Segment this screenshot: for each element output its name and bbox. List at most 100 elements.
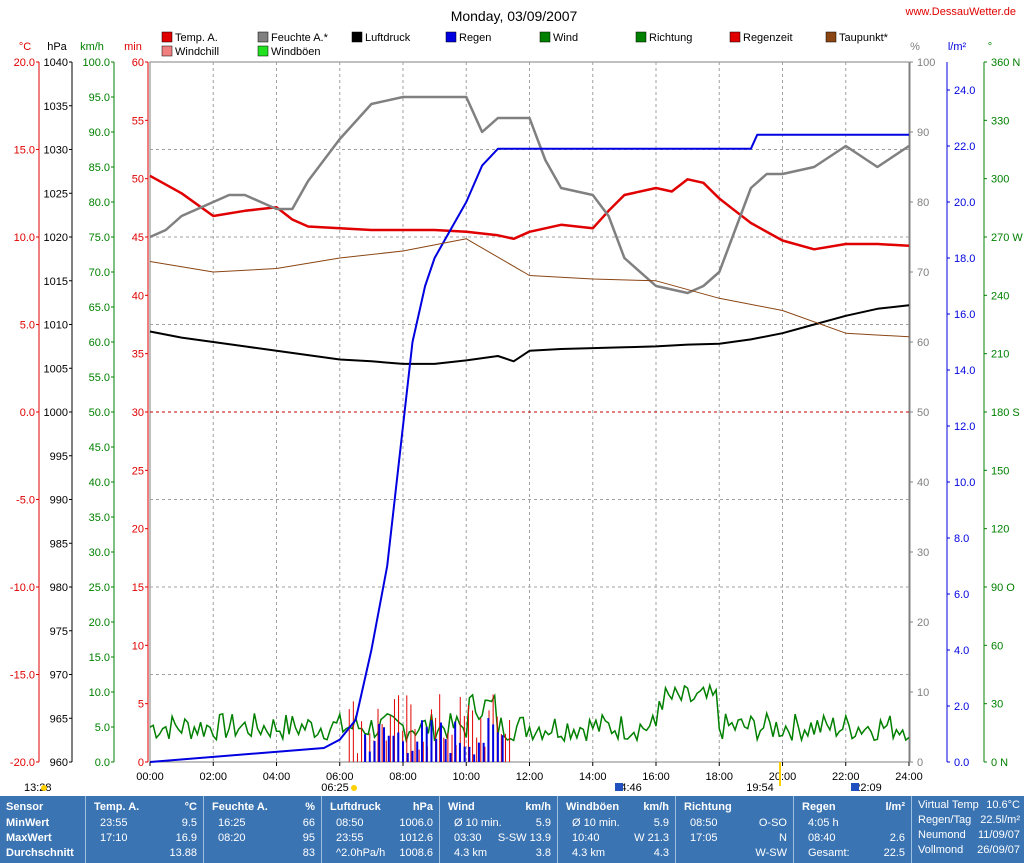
tick-label-wind: 90.0 [89, 127, 110, 139]
x-tick-label: 10:00 [452, 771, 480, 783]
tick-label-dir: 0 N [991, 757, 1008, 769]
rain-bar [368, 751, 371, 762]
rain-bar [473, 754, 476, 762]
stats-cell: W-SW [755, 847, 787, 859]
tick-label-press: 965 [50, 713, 68, 725]
tick-label-wind: 95.0 [89, 92, 110, 104]
tick-label-dir: 360 N [991, 57, 1020, 69]
tick-label-press: 995 [50, 451, 68, 463]
stats-cell: 4:05 h [808, 817, 839, 829]
stats-cell: W 21.3 [634, 832, 669, 844]
stats-col-direction: Richtung 08:50 O-SO 17:05 N W-SW [676, 796, 794, 863]
stats-cell: O-SO [758, 817, 787, 829]
series-line [149, 304, 910, 365]
stats-row-label: Durchschnitt [6, 847, 74, 859]
tick-label-rain: 6.0 [954, 589, 969, 601]
stats-cell: °C [184, 801, 197, 813]
axis-units: °C hPa km/h min% l/m² ° [19, 41, 992, 53]
tick-label-dir: 60 [991, 640, 1003, 652]
tick-label-hum: 40 [917, 477, 929, 489]
tick-label-min: 30 [132, 407, 144, 419]
tick-label-wind: 15.0 [89, 652, 110, 664]
moon-icon [851, 783, 859, 791]
stats-col-pressure: Luftdruck hPa 08:50 1006.0 23:55 1012.6 ^2.0hP… [322, 796, 440, 863]
stats-cell: 22.5 [883, 847, 905, 859]
stats-cell: Ø 10 min. [454, 817, 502, 829]
tick-label-wind: 45.0 [89, 442, 110, 454]
stats-cell: 08:40 [808, 832, 836, 844]
stats-col-temp: Temp. A. °C 23:55 9.5 17:10 16.9 13.88 [86, 796, 204, 863]
stats-cell: 17:05 [690, 832, 718, 844]
tick-label-dir: 240 [991, 290, 1009, 302]
tick-label-press: 1035 [44, 101, 68, 113]
stats-cell: 11/09/07 [977, 829, 1020, 841]
tick-label-temp: -20.0 [10, 757, 35, 769]
stats-cell: 10:40 [572, 832, 600, 844]
stats-col-rain: Regen l/m² 4:05 h 08:40 2.6 Gesamt: 22.5 [794, 796, 912, 863]
stats-table: Sensor MinWert MaxWert Durchschnitt Temp… [0, 796, 1024, 863]
tick-label-rain: 18.0 [954, 253, 975, 265]
stats-cell: Virtual Temp [918, 799, 979, 811]
tick-label-min: 5 [138, 699, 144, 711]
x-tick-label: 22:00 [832, 771, 860, 783]
tick-label-hum: 10 [917, 687, 929, 699]
stats-cell: ^2.0hPa/h [336, 847, 386, 859]
sun-moon-time: 22:09 [854, 782, 882, 794]
tick-label-wind: 70.0 [89, 267, 110, 279]
tick-label-temp: -15.0 [10, 670, 35, 682]
tick-label-dir: 270 W [991, 232, 1023, 244]
tick-label-press: 1020 [44, 232, 68, 244]
rain-bar [397, 732, 400, 762]
stats-cell: 9.5 [181, 817, 197, 829]
site-link[interactable]: www.DessauWetter.de [905, 6, 1016, 18]
stats-cell: 1012.6 [399, 832, 433, 844]
stats-cell: 03:30 [454, 832, 482, 844]
stats-cell: 5.9 [653, 817, 669, 829]
tick-label-press: 960 [50, 757, 68, 769]
stats-cell: 22.5l/m² [980, 814, 1020, 826]
stats-cell: 26/09/07 [977, 844, 1020, 856]
tick-label-min: 60 [132, 57, 144, 69]
tick-label-wind: 80.0 [89, 197, 110, 209]
moon-icon [615, 783, 623, 791]
stats-cell: 1006.0 [399, 817, 433, 829]
tick-label-min: 40 [132, 290, 144, 302]
tick-label-hum: 90 [917, 127, 929, 139]
legend-label: Regenzeit [743, 32, 793, 44]
stats-cell: 23:55 [336, 832, 364, 844]
tick-label-wind: 30.0 [89, 547, 110, 559]
x-tick-label: 00:00 [136, 771, 164, 783]
stats-cell: Windböen [566, 801, 620, 813]
legend-swatch [257, 31, 269, 43]
stats-col-extra: Virtual Temp 10.6°C Regen/Tag 22.5l/m² Neumo… [912, 796, 1024, 863]
x-tick-label: 06:00 [326, 771, 354, 783]
chart-title: Monday, 03/09/2007 [451, 8, 578, 24]
unit-label-press: hPa [47, 41, 67, 53]
tick-label-wind: 60.0 [89, 337, 110, 349]
legend-swatch [825, 31, 837, 43]
stats-cell: Richtung [684, 801, 732, 813]
unit-label-wind: km/h [80, 41, 104, 53]
stats-cell: l/m² [885, 801, 905, 813]
tick-label-dir: 210 [991, 349, 1009, 361]
stats-header: Sensor [6, 801, 44, 813]
activity-bars [149, 682, 910, 762]
sun-moon-time: 19:54 [746, 782, 774, 794]
x-tick-label: 16:00 [642, 771, 670, 783]
rain-bar [468, 746, 471, 762]
stats-cell: Luftdruck [330, 801, 381, 813]
tick-label-hum: 20 [917, 617, 929, 629]
tick-label-min: 10 [132, 640, 144, 652]
rain-bar [430, 720, 433, 762]
stats-cell: 08:20 [218, 832, 246, 844]
sun-icon [351, 785, 357, 791]
rain-bar [383, 727, 386, 762]
rain-bar [392, 735, 395, 762]
series-line [149, 133, 909, 763]
tick-label-press: 1040 [44, 57, 68, 69]
tick-label-press: 985 [50, 538, 68, 550]
rain-bar [364, 734, 367, 762]
unit-label-hum: % [910, 41, 920, 53]
stats-cell: 1008.6 [399, 847, 433, 859]
rain-bar [425, 726, 428, 762]
